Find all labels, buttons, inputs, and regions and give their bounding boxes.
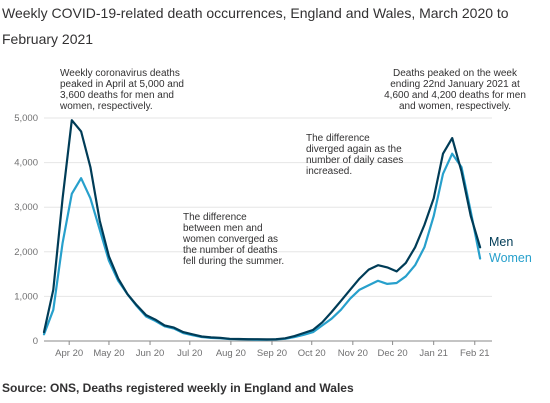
series-lines — [42, 119, 482, 341]
annotation-2: The difference between men and women conve… — [182, 212, 284, 267]
grid-lines — [44, 117, 492, 342]
x-axis-tick-labels: Apr 20 May 20 Jun 20 Jul 20 Aug 20 Sep 20 Oct … — [55, 341, 490, 359]
y-axis-tick-labels: 0 1,000 2,000 3,000 4,000 5,000 — [14, 113, 38, 347]
x-tick-label: Dec 20 — [378, 348, 408, 359]
x-tick-label: Feb 21 — [460, 348, 490, 359]
x-tick-label: Sep 20 — [257, 348, 287, 359]
x-tick-label: Apr 20 — [55, 348, 83, 359]
legend-men: Men — [489, 235, 513, 249]
x-tick-label: Jan 21 — [419, 348, 448, 359]
line-chart: 0 1,000 2,000 3,000 4,000 5,000 Apr 20 May 20 J… — [14, 68, 532, 359]
series-line-men — [42, 119, 482, 341]
y-tick-label: 4,000 — [14, 158, 38, 169]
y-tick-label: 3,000 — [14, 202, 38, 213]
annotation-4: Deaths peaked on the week ending 22nd Jan… — [384, 68, 526, 112]
x-tick-label: Aug 20 — [216, 348, 246, 359]
annotation-3: The difference diverged again as the numbe… — [306, 133, 403, 177]
x-tick-label: May 20 — [93, 348, 124, 359]
source-note: Source: ONS, Deaths registered weekly in… — [2, 381, 354, 395]
x-tick-label: Oct 20 — [298, 348, 326, 359]
chart-title: Weekly COVID-19-related death occurrence… — [2, 5, 509, 47]
y-tick-label: 0 — [33, 336, 38, 347]
x-tick-label: Nov 20 — [338, 348, 368, 359]
annotation-1: Weekly coronavirus deaths peaked in April… — [59, 68, 184, 112]
x-tick-label: Jul 20 — [177, 348, 202, 359]
annotations: Weekly coronavirus deaths peaked in April… — [59, 68, 526, 267]
y-tick-label: 2,000 — [14, 247, 38, 258]
legend: Men Women — [489, 235, 532, 265]
y-tick-label: 1,000 — [14, 291, 38, 302]
legend-women: Women — [489, 251, 532, 265]
y-tick-label: 5,000 — [14, 113, 38, 124]
x-tick-label: Jun 20 — [136, 348, 165, 359]
